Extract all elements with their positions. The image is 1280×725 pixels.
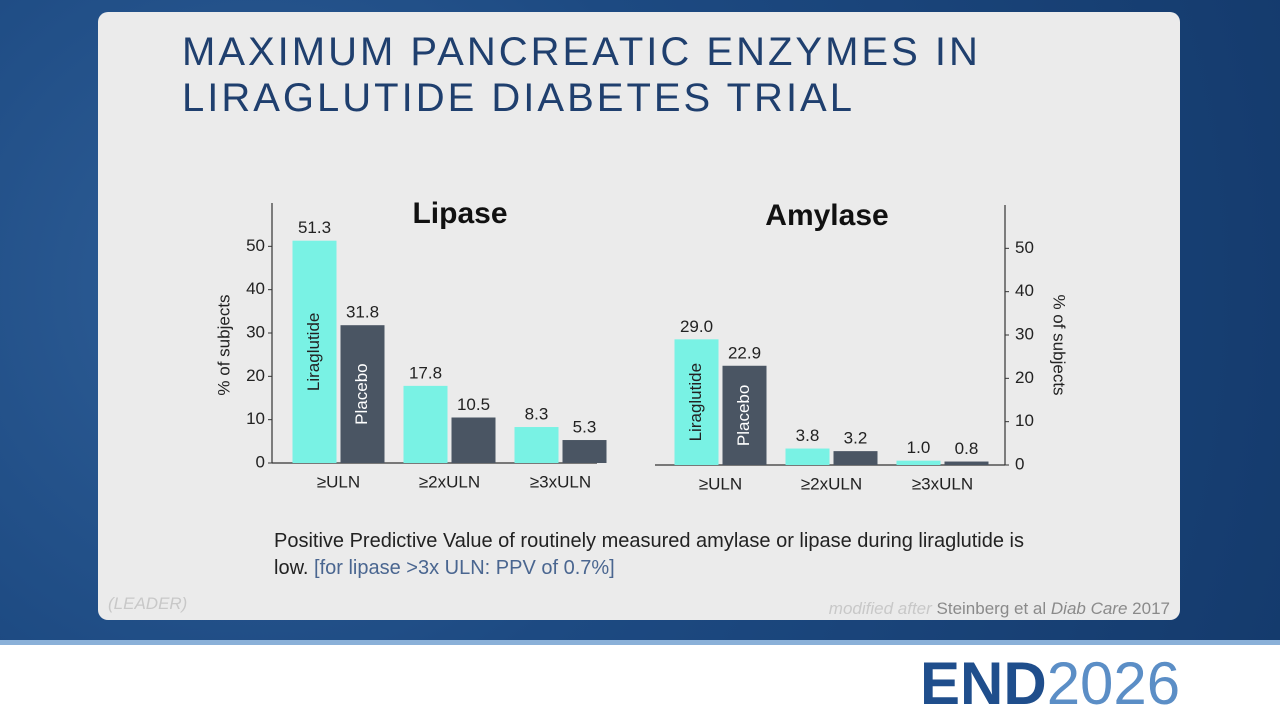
x-tick-label: ≥2xULN	[419, 472, 480, 491]
value-label: 3.8	[796, 426, 820, 445]
x-tick-label: ≥ULN	[317, 472, 360, 491]
y-tick-label: 50	[1015, 238, 1034, 257]
source-prefix: modified after	[828, 599, 932, 618]
chart-title: Amylase	[765, 199, 888, 232]
x-tick-label: ≥3xULN	[912, 474, 973, 493]
bar	[944, 461, 989, 465]
bar	[785, 448, 830, 465]
slide-title: MAXIMUM PANCREATIC ENZYMES IN	[182, 30, 981, 74]
bar	[722, 365, 767, 465]
y-tick-label: 30	[1015, 324, 1034, 343]
bar	[833, 451, 878, 465]
y-tick-label: 0	[256, 452, 265, 471]
y-tick-label: 10	[1015, 411, 1034, 430]
y-tick-label: 40	[246, 279, 265, 298]
bar	[514, 427, 559, 463]
bar	[562, 440, 607, 463]
value-label: 1.0	[907, 438, 931, 457]
series-label: Liraglutide	[304, 313, 323, 391]
source-year: 2017	[1132, 599, 1170, 618]
footer-band	[0, 640, 1280, 725]
slide-card	[98, 12, 1180, 620]
series-label: Liraglutide	[686, 363, 705, 441]
note-highlight: [for lipase >3x ULN: PPV of 0.7%]	[314, 557, 615, 579]
note-text: Positive Predictive Value of routinely m…	[274, 530, 1024, 579]
y-tick-label: 50	[246, 236, 265, 255]
value-label: 51.3	[298, 218, 331, 237]
x-tick-label: ≥ULN	[699, 474, 742, 493]
value-label: 29.0	[680, 317, 713, 336]
y-axis-label: % of subjects	[214, 294, 233, 395]
y-tick-label: 40	[1015, 281, 1034, 300]
x-tick-label: ≥2xULN	[801, 474, 862, 493]
value-label: 17.8	[409, 363, 442, 382]
bar	[403, 385, 448, 463]
y-axis-label: % of subjects	[1050, 294, 1069, 395]
bar	[340, 325, 385, 463]
value-label: 31.8	[346, 303, 379, 322]
y-tick-label: 20	[246, 366, 265, 385]
value-label: 5.3	[573, 418, 597, 437]
trial-name: (LEADER)	[108, 594, 188, 613]
value-label: 8.3	[525, 405, 549, 424]
logo: END2026	[920, 652, 1180, 716]
source-journal: Diab Care	[1050, 599, 1128, 618]
value-label: 22.9	[728, 343, 761, 362]
bar	[292, 240, 337, 463]
chart-title: Lipase	[412, 197, 507, 230]
value-label: 10.5	[457, 395, 490, 414]
x-tick-label: ≥3xULN	[530, 472, 591, 491]
slide-title: LIRAGLUTIDE DIABETES TRIAL	[182, 76, 855, 120]
y-tick-label: 10	[246, 409, 265, 428]
logo-year: 2026	[1046, 650, 1181, 717]
value-label: 0.8	[955, 439, 979, 458]
y-tick-label: 20	[1015, 368, 1034, 387]
y-tick-label: 0	[1015, 454, 1024, 473]
source: modified after Steinberg et al Diab Care…	[829, 599, 1170, 619]
bar	[451, 417, 496, 463]
bar	[674, 339, 719, 465]
value-label: 3.2	[844, 429, 868, 448]
source-authors: Steinberg et al	[936, 599, 1047, 618]
series-label: Placebo	[734, 385, 753, 446]
bar	[896, 460, 941, 465]
series-label: Placebo	[352, 363, 371, 424]
logo-end: END	[920, 650, 1047, 717]
y-tick-label: 30	[246, 322, 265, 341]
note: Positive Predictive Value of routinely m…	[274, 528, 1034, 582]
